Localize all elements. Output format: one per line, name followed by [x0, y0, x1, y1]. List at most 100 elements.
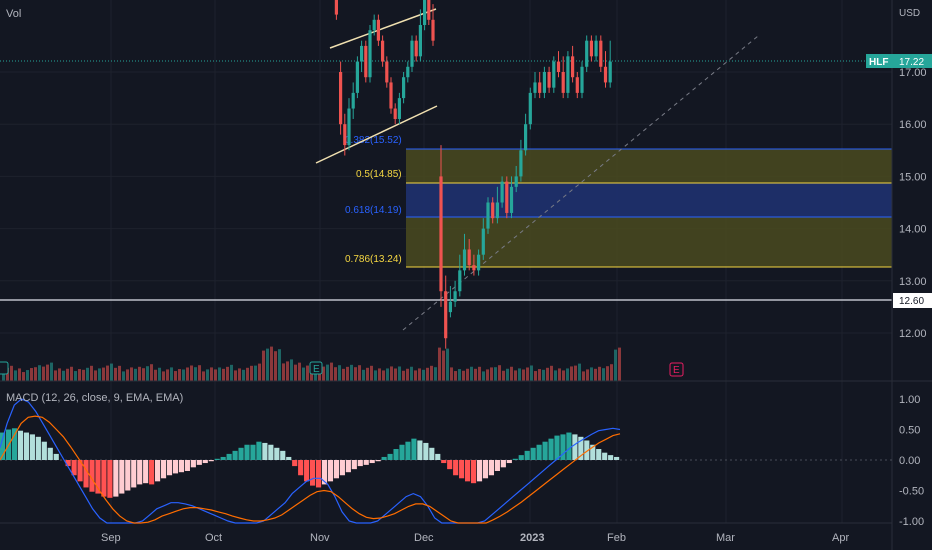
macd-hist-bar	[387, 453, 393, 460]
volume-bar	[2, 369, 5, 381]
candle-body	[528, 92, 532, 125]
volume-bar	[386, 368, 389, 381]
macd-hist-bar	[405, 441, 411, 460]
volume-bar	[262, 350, 265, 381]
candle-body	[393, 108, 397, 119]
level-price-badge: 12.60	[893, 293, 932, 308]
volume-bar	[218, 367, 221, 381]
last-price-value: 17.22	[899, 57, 924, 68]
price-axis[interactable]: 17.00 16.00 15.00 14.00 13.00 12.00	[899, 67, 927, 340]
fib-label-0786: 0.786(13.24)	[345, 254, 402, 265]
volume-bar	[206, 369, 209, 381]
macd-hist-bar	[488, 460, 495, 476]
volume-bar	[402, 370, 405, 381]
candle-body	[566, 56, 570, 93]
candle-body	[481, 228, 485, 255]
macd-hist-bar	[71, 460, 77, 476]
volume-bar	[182, 369, 185, 381]
macd-hist-bar	[530, 447, 536, 460]
volume-bar	[286, 361, 289, 381]
macd-tick-label: 0.00	[899, 455, 920, 467]
volume-bar	[130, 367, 133, 381]
volume-bar	[38, 365, 41, 381]
volume-bar	[326, 364, 329, 381]
volume-bar	[618, 347, 621, 381]
macd-hist-bar	[572, 434, 578, 460]
macd-hist-bar	[149, 460, 155, 485]
macd-axis[interactable]: 1.00 0.50 0.00 -0.50 -1.00	[899, 394, 924, 528]
time-tick-label: Oct	[205, 532, 222, 544]
volume-bar	[358, 365, 361, 381]
candle-body	[585, 40, 589, 67]
volume-bar	[118, 365, 121, 381]
volume-bar	[242, 369, 245, 381]
volume-bar	[142, 368, 145, 381]
macd-histogram	[0, 428, 620, 498]
signal-line	[0, 415, 621, 524]
macd-hist-bar	[584, 440, 590, 460]
level-price-value: 12.60	[899, 296, 924, 307]
channel-lower-line[interactable]	[315, 105, 438, 164]
fib-label-05: 0.5(14.85)	[356, 169, 402, 180]
volume-bar	[474, 368, 477, 381]
candle-body	[467, 249, 471, 266]
candle-body	[423, 0, 427, 26]
macd-hist-bar	[542, 441, 548, 460]
candle-body	[556, 61, 561, 72]
volume-bar	[90, 365, 93, 381]
macd-hist-bar	[393, 449, 399, 460]
volume-bar	[610, 364, 613, 381]
macd-hist-bar	[208, 460, 214, 462]
volume-bar	[278, 349, 281, 381]
macd-hist-bar	[286, 456, 292, 460]
volume-bar	[306, 365, 309, 381]
volume-bar	[462, 370, 465, 381]
macd-hist-bar	[476, 460, 483, 482]
volume-bar	[110, 363, 113, 381]
candle-body	[343, 124, 347, 146]
macd-indicator-label[interactable]: MACD (12, 26, close, 9, EMA, EMA)	[6, 392, 183, 404]
volume-bar	[322, 366, 325, 381]
macd-hist-bar	[29, 434, 35, 460]
volume-bar	[222, 368, 225, 381]
volume-bar	[302, 367, 305, 381]
macd-hist-bar	[268, 444, 274, 460]
candle-body	[538, 82, 542, 93]
volume-bar	[546, 367, 549, 381]
earnings-marker-1[interactable]: E	[309, 361, 323, 375]
fib-retracement[interactable]: 0.382(15.52) 0.5(14.85) 0.618(14.19) 0.7…	[345, 135, 892, 268]
volume-bar	[570, 366, 573, 381]
volume-bar	[134, 368, 137, 381]
volume-bar	[162, 371, 165, 381]
macd-hist-bar	[506, 460, 512, 464]
macd-hist-bar	[65, 460, 71, 467]
candle-body	[453, 291, 457, 302]
volume-bar	[438, 347, 441, 381]
candle-body	[514, 176, 518, 187]
candle-body	[427, 0, 431, 20]
macd-hist-bar	[17, 430, 24, 460]
channel-upper-line[interactable]	[329, 8, 437, 49]
macd-hist-bar	[256, 441, 262, 460]
earnings-marker-0[interactable]	[0, 361, 9, 375]
volume-bar	[150, 364, 153, 381]
macd-hist-bar	[172, 460, 179, 474]
volume-bar	[426, 367, 429, 381]
volume-bar	[398, 366, 401, 381]
candle-body	[360, 45, 364, 62]
volume-bar	[526, 367, 529, 381]
volume-bar	[102, 367, 105, 381]
volume-bar	[370, 365, 373, 381]
macd-hist-bar	[232, 450, 238, 460]
volume-bar	[186, 367, 189, 381]
earnings-marker-2[interactable]: E	[669, 362, 684, 377]
dashed-trendline[interactable]	[402, 35, 759, 331]
macd-hist-bar	[155, 460, 161, 482]
volume-bar	[506, 368, 509, 381]
time-axis[interactable]: Sep Oct Nov Dec 2023 Feb Mar Apr	[101, 532, 849, 544]
volume-bar	[26, 370, 29, 381]
volume-bar	[270, 346, 273, 381]
volume-bar	[558, 368, 561, 381]
macd-hist-bar	[184, 460, 190, 471]
